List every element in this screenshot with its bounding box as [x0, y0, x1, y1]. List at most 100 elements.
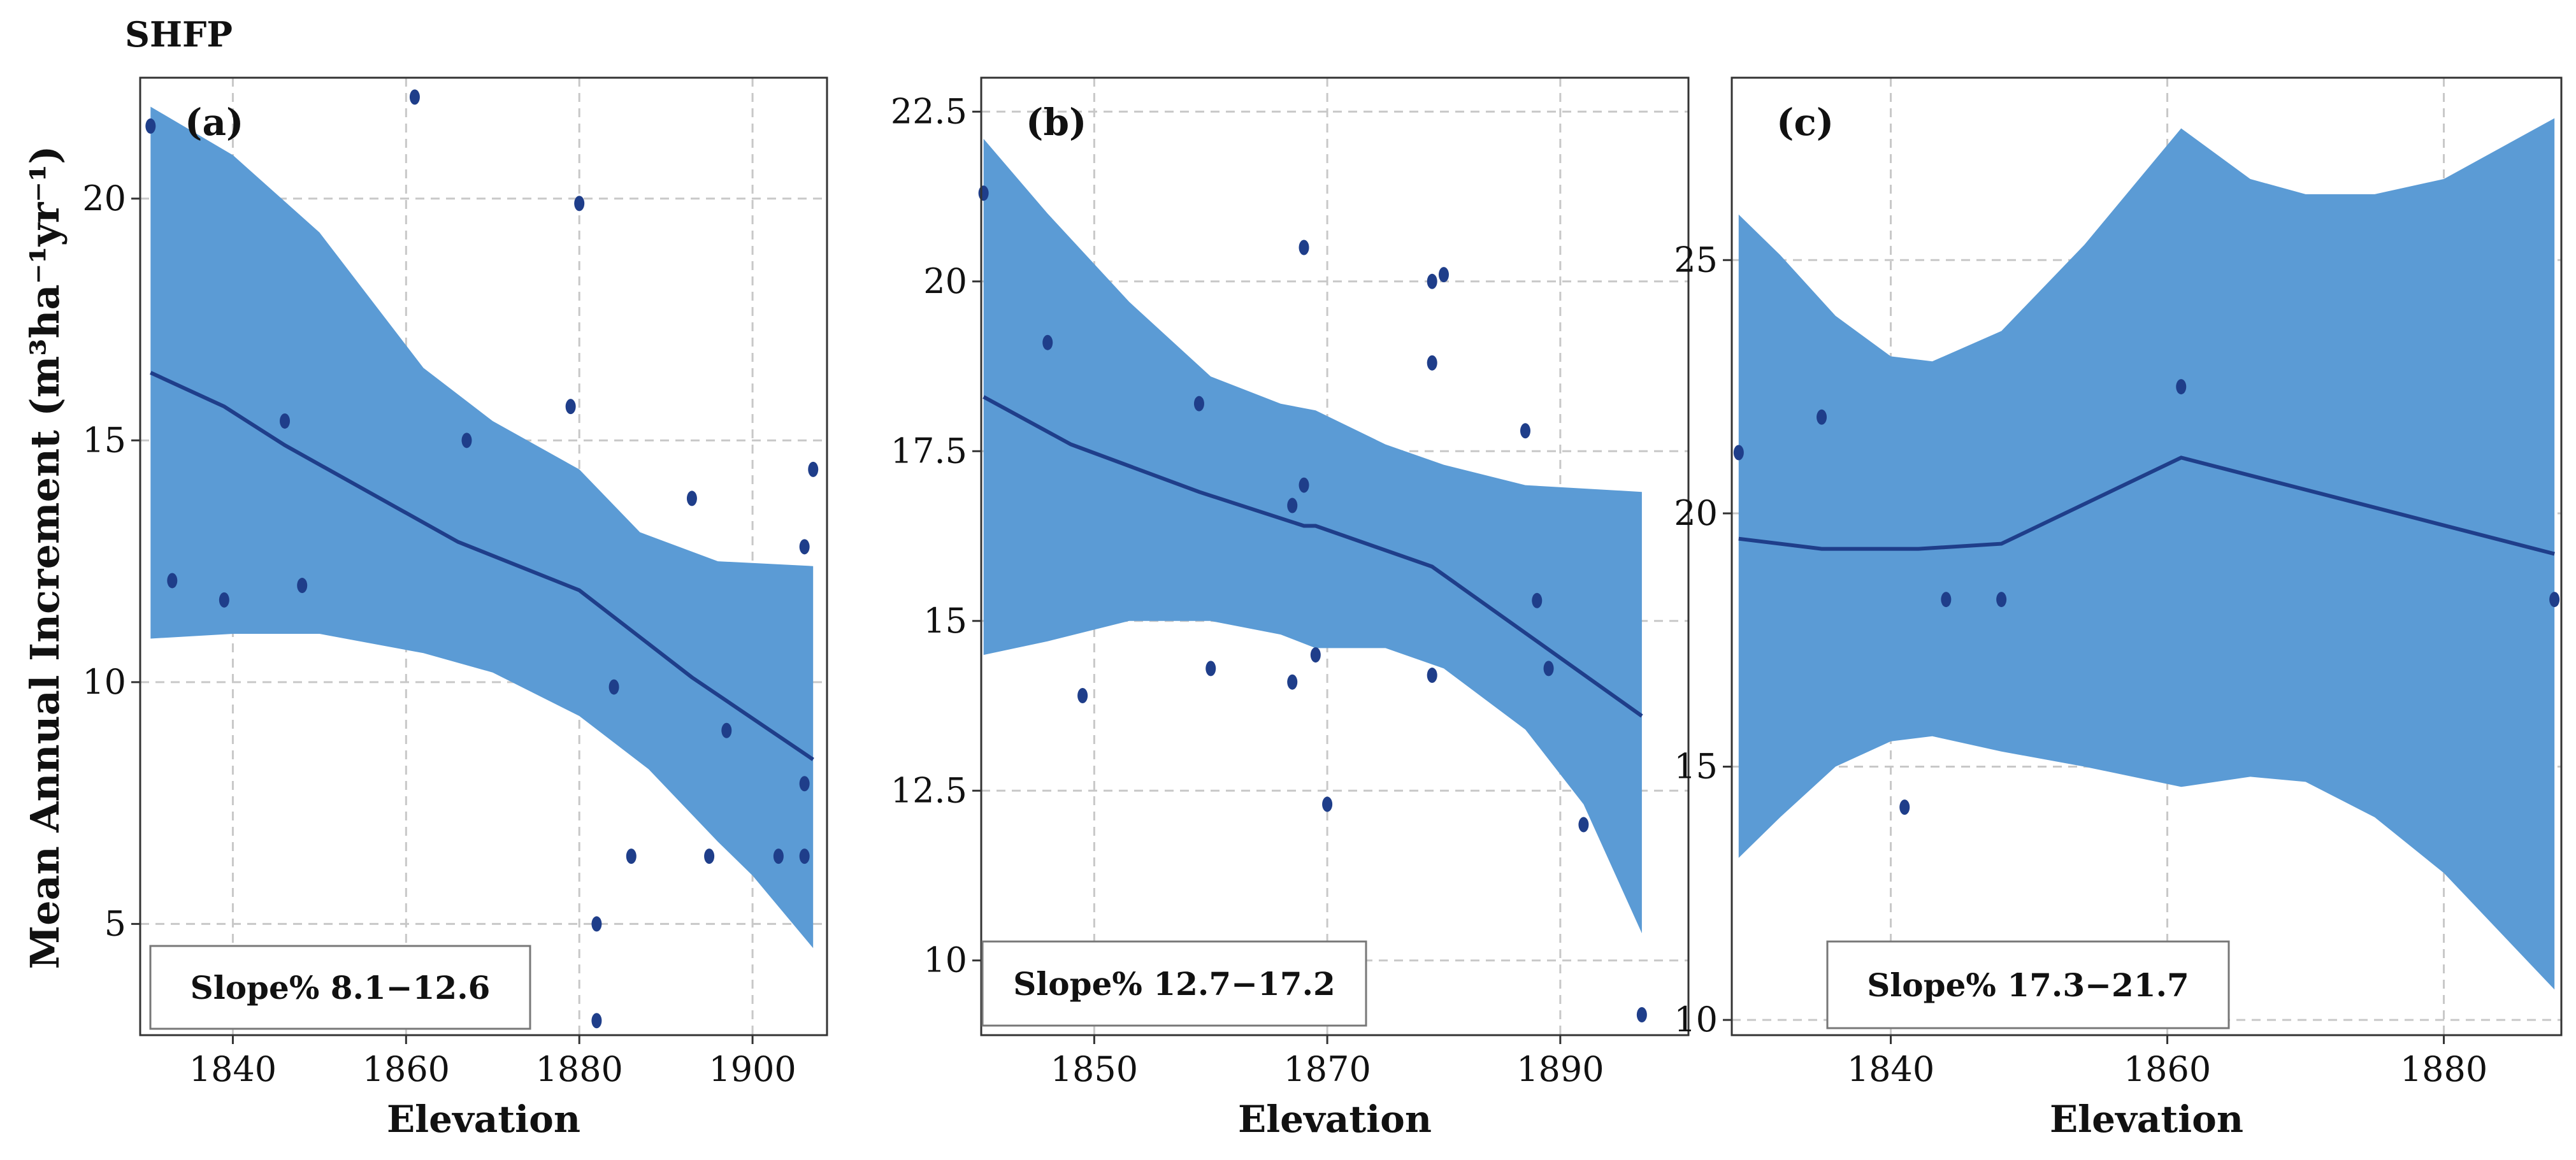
y-tick-label: 10	[923, 940, 967, 980]
x-tick-label: 1900	[709, 1049, 796, 1089]
data-point	[1299, 240, 1309, 255]
data-point	[1996, 592, 2007, 608]
panel-1: 1840 1860 1880 1900 5 10 15 20 Elevation (a) Slope…	[82, 76, 828, 1141]
data-point	[167, 573, 178, 589]
data-point	[1438, 267, 1449, 283]
y-tick-label: 5	[104, 903, 126, 943]
x-tick-label: 1890	[1516, 1049, 1604, 1089]
x-axis-label: Elevation	[387, 1098, 580, 1141]
annotation-text: Slope% 17.3−21.7	[1867, 966, 2189, 1004]
data-point	[1543, 661, 1554, 677]
data-point	[1287, 498, 1298, 513]
data-point	[280, 413, 291, 429]
y-tick-label: 15	[1674, 747, 1718, 787]
data-point	[591, 1013, 602, 1029]
panel-label: (c)	[1776, 101, 1834, 144]
data-point	[978, 185, 989, 201]
data-point	[1520, 423, 1530, 439]
data-point	[1427, 273, 1437, 289]
y-tick-label: 12.5	[891, 770, 967, 810]
annotation-text: Slope% 12.7−17.2	[1013, 965, 1335, 1003]
x-tick-label: 1860	[2124, 1049, 2211, 1089]
panel-3: 1840 1860 1880 10 15 20 25 Elevation (c) Slope% 1…	[1674, 76, 2563, 1141]
confidence-band	[150, 106, 814, 949]
data-point	[1042, 334, 1053, 350]
data-point	[1427, 355, 1437, 371]
x-tick-label: 1840	[189, 1049, 277, 1089]
y-tick-label: 20	[1674, 493, 1718, 533]
data-point	[773, 849, 784, 864]
data-point	[1077, 688, 1088, 704]
data-point	[1205, 661, 1216, 677]
data-point	[409, 89, 420, 105]
panel-2: 1850 1870 1890 10 12.5 15 17.5 20 22.5 Elevation (…	[891, 76, 1690, 1141]
y-tick-label: 10	[1674, 999, 1718, 1040]
x-tick-label: 1850	[1051, 1049, 1138, 1089]
confidence-band	[983, 138, 1642, 934]
y-tick-label: 22.5	[891, 91, 967, 131]
data-point	[608, 679, 619, 695]
data-point	[626, 849, 637, 864]
data-point	[591, 916, 602, 932]
y-axis-label: Mean Annual Increment (m³ha⁻¹yr⁻¹)	[22, 146, 68, 970]
data-point	[1636, 1007, 1647, 1023]
data-point	[1193, 396, 1204, 412]
figure-title: SHFP	[125, 14, 233, 55]
panel-label: (b)	[1026, 101, 1086, 144]
data-point	[799, 776, 810, 792]
data-point	[1427, 668, 1437, 684]
data-point	[297, 578, 308, 594]
confidence-band	[1738, 118, 2555, 990]
y-tick-label: 25	[1674, 240, 1718, 280]
annotation-box	[149, 945, 531, 1030]
y-tick-label: 15	[82, 420, 126, 460]
fit-line	[1738, 455, 2555, 556]
x-axis-label: Elevation	[2050, 1098, 2243, 1141]
data-point	[1733, 445, 1744, 461]
y-tick-label: 10	[82, 662, 126, 702]
data-point	[704, 849, 715, 864]
x-tick-label: 1880	[535, 1049, 622, 1089]
data-point	[799, 849, 810, 864]
data-point	[1322, 796, 1333, 812]
data-point	[2176, 379, 2187, 395]
data-point	[219, 592, 229, 608]
data-point	[721, 722, 732, 738]
data-point	[565, 399, 576, 415]
annotation-box	[981, 940, 1367, 1027]
data-point	[808, 461, 819, 477]
x-tick-label: 1860	[363, 1049, 450, 1089]
data-point	[1899, 799, 1910, 815]
data-point	[2549, 592, 2560, 608]
data-point	[1310, 647, 1321, 663]
plot-frame	[980, 76, 1690, 1036]
data-point	[686, 490, 697, 506]
fit-line	[150, 371, 814, 761]
annotation-text: Slope% 8.1−12.6	[191, 969, 491, 1006]
y-tick-label: 17.5	[891, 431, 967, 471]
data-point	[1532, 592, 1543, 608]
panel-label: (a)	[185, 101, 243, 144]
plot-frame	[1731, 76, 2563, 1036]
x-axis-label: Elevation	[1238, 1098, 1432, 1141]
x-tick-label: 1840	[1847, 1049, 1934, 1089]
data-point	[461, 433, 472, 448]
data-point	[145, 118, 156, 134]
y-tick-label: 15	[923, 601, 967, 641]
x-tick-label: 1880	[2400, 1049, 2487, 1089]
data-point	[1287, 674, 1298, 690]
data-point	[1299, 477, 1309, 493]
data-point	[799, 539, 810, 555]
data-point	[1941, 592, 1952, 608]
y-tick-label: 20	[82, 178, 126, 218]
data-point	[574, 196, 585, 211]
x-tick-label: 1870	[1283, 1049, 1371, 1089]
plot-frame	[139, 76, 828, 1036]
y-tick-label: 20	[923, 261, 967, 301]
data-point	[1817, 409, 1827, 425]
annotation-box	[1826, 940, 2230, 1029]
data-point	[1578, 817, 1589, 833]
fit-line	[982, 395, 1643, 718]
